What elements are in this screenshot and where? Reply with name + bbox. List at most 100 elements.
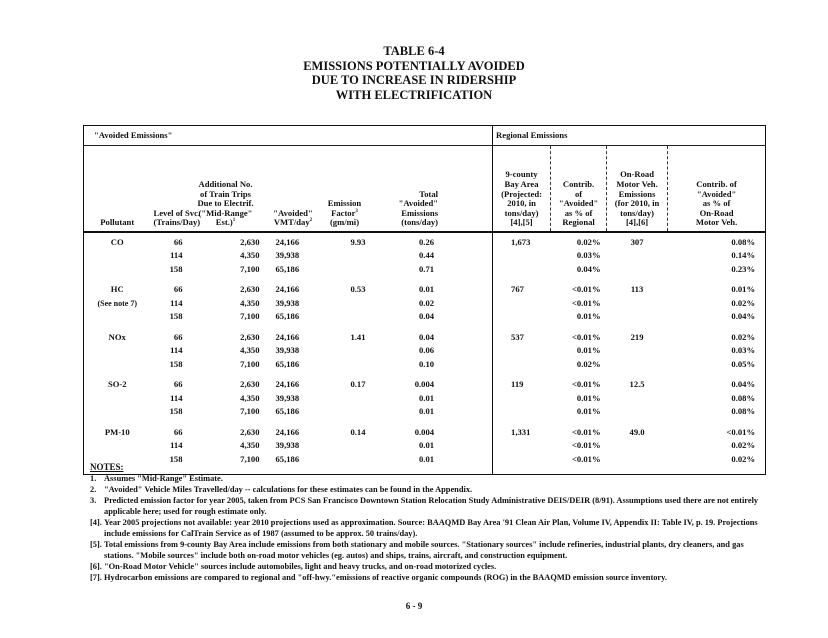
contrib-onroad-cell: 0.01% [731, 284, 756, 295]
pollutant-cell [84, 250, 151, 264]
additional-trips-cell: 4,350 [240, 345, 260, 356]
pollutant-cell: SO-2 [107, 379, 127, 390]
title-line: EMISSIONS POTENTIALLY AVOIDED [303, 58, 525, 73]
avoided-vmt-cell: 24,166 [275, 379, 300, 390]
additional-trips-cell: 7,100 [240, 406, 260, 417]
onroad-emissions-cell [607, 358, 668, 372]
onroad-emissions-cell: 307 [630, 236, 644, 247]
total-avoided-cell: 0.004 [414, 379, 435, 390]
contrib-regional-cell: 0.02% [576, 358, 601, 369]
column-header: "Avoided" VMT/day2 [265, 145, 321, 233]
table-row: 114 4,350 39,938 0.01 <0.01% 0.02% [84, 439, 766, 454]
contrib-onroad-cell: 0.02% [731, 297, 756, 308]
level-of-service-cell: 158 [169, 358, 183, 369]
emission-factor-cell [321, 392, 369, 406]
table-row: SO-2 66 2,630 24,166 0.17 0.004 119 <0.01% 12.5 0… [84, 378, 766, 392]
contrib-onroad-cell: 0.08% [731, 406, 756, 417]
avoided-vmt-cell: 24,166 [275, 284, 300, 295]
total-avoided-cell: 0.02 [419, 297, 435, 308]
pollutant-cell [84, 311, 151, 325]
total-avoided-cell: 0.01 [419, 392, 435, 403]
column-header: Total "Avoided" Emissions (tons/day) [368, 145, 493, 233]
title-line: TABLE 6-4 [383, 44, 445, 58]
contrib-regional-cell: <0.01% [572, 440, 601, 451]
notes: NOTES: 1. Assumes "Mid-Range" Estimate. 2.… [90, 462, 770, 583]
regional-emissions-cell [492, 392, 551, 406]
total-avoided-cell: 0.01 [419, 406, 435, 417]
note-number: 2. [90, 485, 97, 494]
total-avoided-cell: 0.26 [419, 236, 435, 247]
note-number: 1. [90, 474, 97, 483]
additional-trips-cell: 2,630 [240, 426, 260, 437]
contrib-regional-cell: <0.01% [572, 379, 601, 390]
contrib-onroad-cell: <0.01% [726, 426, 756, 437]
column-header: Contrib. of "Avoided" as % of Regional [550, 145, 607, 233]
pollutant-cell: (See note 7) [97, 298, 138, 308]
contrib-onroad-cell: 0.23% [731, 263, 756, 274]
avoided-vmt-cell: 24,166 [275, 236, 300, 247]
avoided-vmt-cell: 39,938 [275, 297, 300, 308]
regional-emissions-cell [492, 453, 551, 467]
onroad-emissions-cell: 113 [630, 284, 644, 295]
table-row: 158 7,100 65,186 0.04 0.01% 0.04% [84, 310, 766, 325]
note-text: "Avoided" Vehicle Miles Travelled/day --… [104, 485, 473, 494]
pollutant-cell: HC [110, 284, 124, 295]
onroad-emissions-cell [607, 406, 668, 420]
title-line: DUE TO INCREASE IN RIDERSHIP [311, 73, 517, 87]
note-item: [6]. "On-Road Motor Vehicle" sources incl… [90, 561, 770, 572]
note-item: 1. Assumes "Mid-Range" Estimate. [90, 473, 770, 484]
additional-trips-cell: 4,350 [240, 250, 260, 261]
onroad-emissions-cell [607, 440, 668, 454]
additional-trips-cell: 2,630 [240, 284, 260, 295]
total-avoided-cell: 0.10 [419, 358, 435, 369]
note-item: [4]. Year 2005 projections not available:… [90, 517, 770, 539]
table-row: 158 7,100 65,186 0.01 <0.01% 0.02% [84, 453, 766, 467]
level-of-service-cell: 158 [169, 406, 183, 417]
contrib-onroad-cell: 0.03% [731, 345, 756, 356]
regional-emissions-cell [492, 344, 551, 358]
pollutant-cell [84, 392, 151, 406]
additional-trips-cell: 2,630 [240, 379, 260, 390]
additional-trips-cell: 4,350 [240, 392, 260, 403]
pollutant-cell: CO [110, 236, 124, 247]
regional-emissions-cell: 1,331 [492, 426, 551, 440]
level-of-service-cell: 114 [170, 250, 183, 261]
onroad-emissions-cell [607, 311, 668, 325]
emission-factor-cell [321, 406, 369, 420]
table-row: 158 7,100 65,186 0.01 0.01% 0.08% [84, 405, 766, 420]
avoided-vmt-cell: 65,186 [275, 453, 300, 464]
table-row: 158 7,100 65,186 0.10 0.02% 0.05% [84, 358, 766, 372]
regional-emissions-cell [492, 405, 551, 419]
contrib-regional-cell: 0.01% [576, 311, 601, 322]
table-row: (See note 7) 114 4,350 39,938 0.02 <0.01% 0.02… [84, 297, 766, 311]
note-text: "On-Road Motor Vehicle" sources include … [104, 562, 497, 571]
total-avoided-cell: 0.71 [419, 263, 435, 274]
emission-factor-cell [321, 358, 369, 372]
avoided-vmt-cell: 65,186 [275, 311, 300, 322]
onroad-emissions-cell: 49.0 [629, 426, 645, 437]
contrib-onroad-cell: 0.08% [731, 392, 756, 403]
avoided-vmt-cell: 65,186 [275, 358, 300, 369]
pollutant-cell [84, 358, 151, 372]
contrib-regional-cell: 0.02% [576, 236, 601, 247]
contrib-regional-cell: 0.01% [576, 406, 601, 417]
level-of-service-cell: 66 [173, 331, 183, 342]
note-item: [7]. Hydrocarbon emissions are compared t… [90, 572, 770, 583]
additional-trips-cell: 7,100 [240, 358, 260, 369]
onroad-emissions-cell [607, 263, 668, 277]
contrib-onroad-cell: 0.02% [731, 453, 756, 464]
pollutant-cell [84, 406, 151, 420]
emissions-table: "Avoided Emissions" Regional Emissions P… [83, 125, 767, 475]
table-title: TABLE 6-4 EMISSIONS POTENTIALLY AVOIDED … [0, 44, 828, 102]
note-text: Hydrocarbon emissions are compared to re… [104, 573, 667, 582]
note-text: Assumes "Mid-Range" Estimate. [104, 474, 223, 483]
level-of-service-cell: 114 [170, 345, 183, 356]
additional-trips-cell: 7,100 [240, 263, 260, 274]
total-avoided-cell: 0.01 [419, 453, 435, 464]
note-text: Year 2005 projections not available: yea… [104, 518, 758, 538]
note-text: Predicted emission factor for year 2005,… [104, 496, 759, 516]
level-of-service-cell: 158 [169, 311, 183, 322]
total-avoided-cell: 0.004 [414, 426, 435, 437]
pollutant-cell [84, 345, 151, 359]
regional-emissions-cell: 767 [492, 283, 551, 297]
